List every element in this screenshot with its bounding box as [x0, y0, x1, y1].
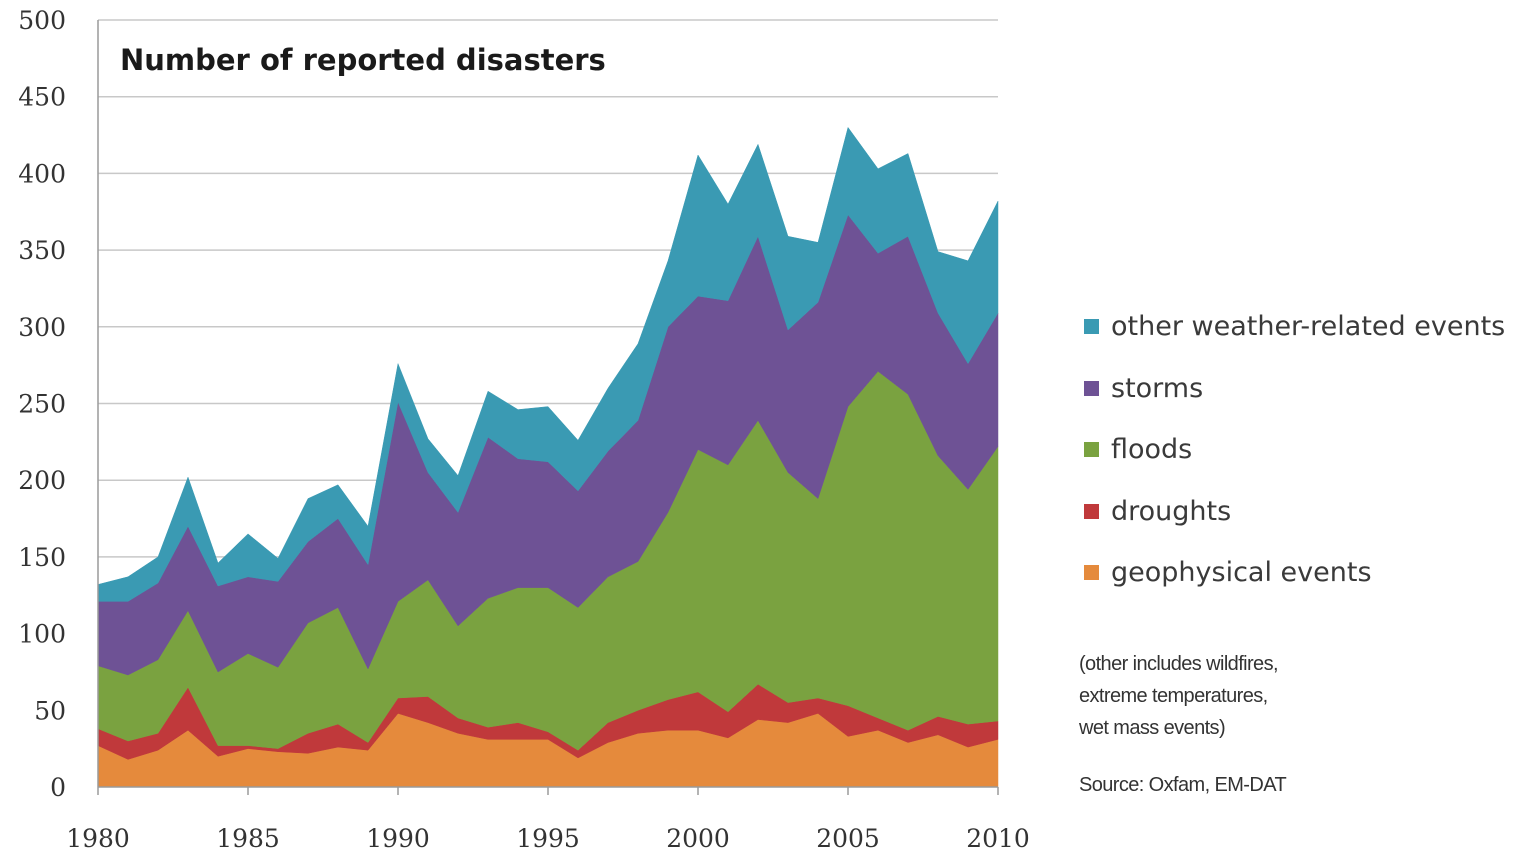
- y-tick-label: 300: [18, 313, 66, 342]
- x-tick-label: 2010: [966, 824, 1030, 853]
- x-tick-label: 2000: [666, 824, 730, 853]
- legend-item-floods: floods: [1084, 419, 1505, 481]
- note-line: extreme temperatures,: [1079, 685, 1268, 707]
- y-axis-tick-labels: 0 50 100 150 200 250 300 350 400 450 500: [18, 6, 66, 802]
- chart-title: Number of reported disasters: [120, 43, 606, 77]
- note-line: wet mass events): [1079, 717, 1226, 739]
- y-tick-label: 150: [18, 543, 66, 572]
- legend-label: storms: [1111, 372, 1204, 404]
- legend-label: droughts: [1111, 495, 1232, 527]
- legend-swatch: [1084, 565, 1099, 581]
- legend-swatch: [1084, 380, 1099, 396]
- y-tick-label: 50: [34, 696, 66, 725]
- chart-note: (other includes wildfires, extreme tempe…: [1079, 648, 1279, 744]
- x-tick-label: 1980: [66, 824, 130, 853]
- x-tick-label: 1985: [216, 824, 280, 853]
- legend-item-other: other weather-related events: [1084, 296, 1505, 358]
- y-tick-label: 250: [18, 390, 66, 419]
- legend-swatch: [1084, 503, 1099, 519]
- legend-label: other weather-related events: [1111, 311, 1506, 343]
- x-tick-label: 2005: [816, 824, 880, 853]
- y-tick-label: 350: [18, 236, 66, 265]
- x-tick-label: 1995: [516, 824, 580, 853]
- area-series: [97, 126, 999, 788]
- legend-swatch: [1084, 319, 1099, 335]
- y-tick-label: 500: [18, 6, 66, 35]
- legend-item-storms: storms: [1084, 358, 1505, 420]
- note-line: (other includes wildfires,: [1079, 653, 1279, 675]
- legend-item-droughts: droughts: [1084, 481, 1505, 543]
- y-tick-label: 450: [18, 83, 66, 112]
- x-axis-tick-labels: 1980 1985 1990 1995 2000 2005 2010: [66, 824, 1030, 853]
- y-tick-label: 200: [18, 466, 66, 495]
- y-tick-label: 400: [18, 159, 66, 188]
- x-tick-label: 1990: [366, 824, 430, 853]
- area-other-weather-related-events: [97, 126, 999, 602]
- y-tick-label: 0: [50, 773, 66, 802]
- axes: [97, 20, 999, 795]
- legend-label: floods: [1111, 434, 1193, 466]
- y-tick-label: 100: [18, 620, 66, 649]
- legend-item-geophysical: geophysical events: [1084, 542, 1505, 604]
- chart-legend: other weather-related events storms floo…: [1084, 296, 1505, 604]
- legend-label: geophysical events: [1111, 557, 1372, 589]
- chart-source: Source: Oxfam, EM-DAT: [1079, 774, 1287, 796]
- legend-swatch: [1084, 442, 1099, 458]
